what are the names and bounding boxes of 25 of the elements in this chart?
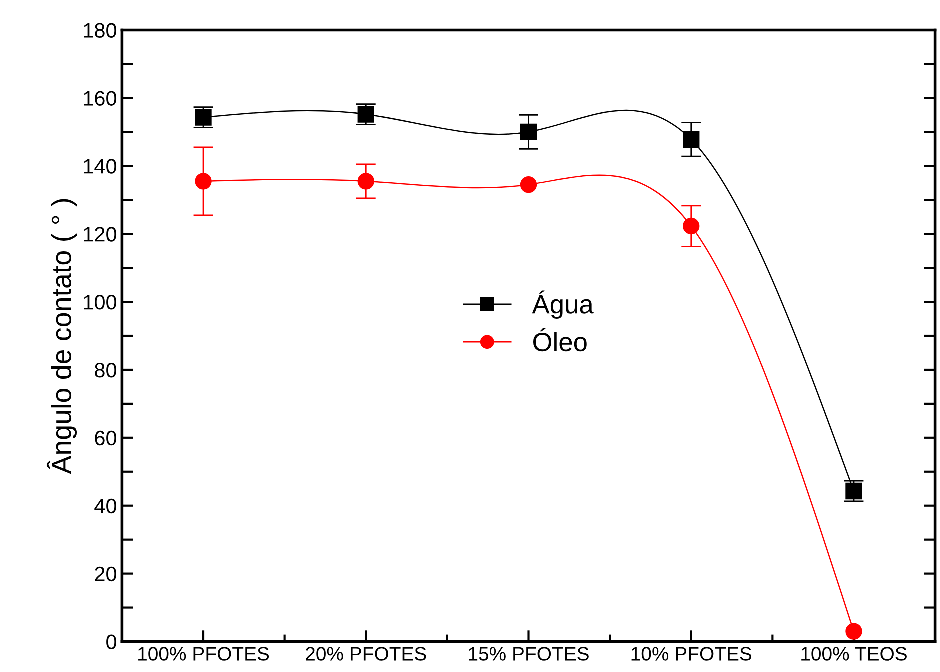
- y-tick-label: 80: [95, 362, 117, 378]
- point: [358, 173, 374, 190]
- y-tick-label: 60: [95, 430, 117, 446]
- y-tick-label: 40: [94, 498, 117, 514]
- point: [683, 131, 700, 148]
- y-tick-label: 160: [84, 91, 117, 106]
- point: [846, 623, 862, 640]
- y-tick-label: 120: [84, 227, 117, 242]
- legend-label: Água: [532, 290, 594, 320]
- legend-label: Óleo: [533, 328, 587, 352]
- y-tick-label: 100: [84, 295, 117, 310]
- point: [195, 173, 212, 190]
- y-tick-label: 20: [95, 566, 117, 582]
- y-axis-title: Ângulo de contato ( ° ): [46, 199, 78, 474]
- y-tick-label: 180: [84, 23, 117, 38]
- x-tick-label: 20% PFOTES: [306, 647, 426, 661]
- y-tick-label: 140: [84, 159, 117, 174]
- point: [683, 218, 700, 235]
- point: [520, 124, 538, 140]
- x-tick-label: 100% PFOTES: [138, 647, 270, 661]
- point: [520, 176, 538, 194]
- x-tick-label: 10% PFOTES: [632, 647, 752, 661]
- x-tick-label: 100% TEOS: [802, 647, 907, 661]
- x-tick-label: 15% PFOTES: [469, 647, 589, 661]
- y-tick-label: 0: [106, 634, 117, 650]
